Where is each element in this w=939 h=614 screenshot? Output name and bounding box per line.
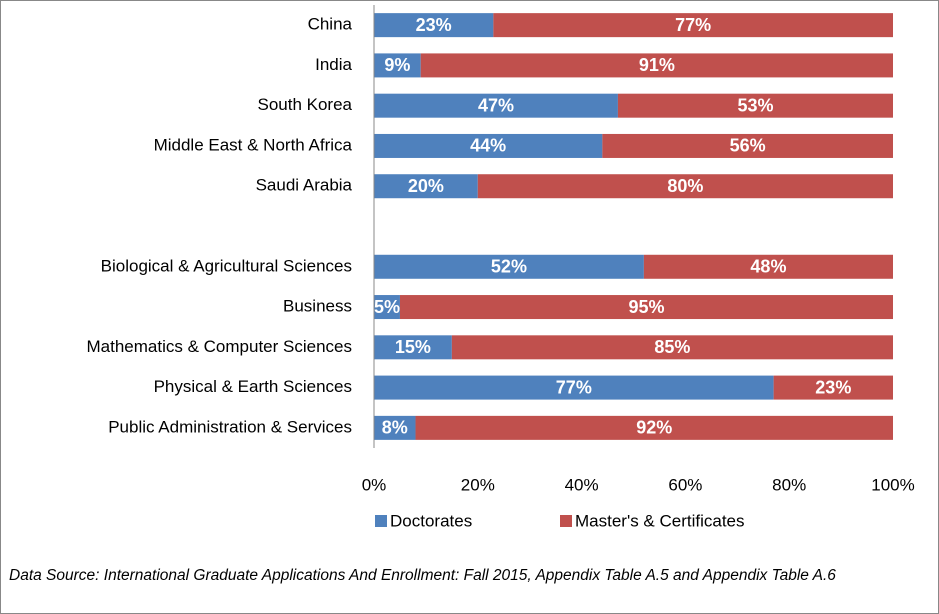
bar-segment xyxy=(374,174,478,199)
bar-segment xyxy=(451,335,893,360)
legend-swatch xyxy=(560,515,572,527)
data-label: 48% xyxy=(750,257,786,277)
bar-segment xyxy=(374,254,644,279)
data-label: 92% xyxy=(636,418,672,438)
data-label: 77% xyxy=(556,377,592,397)
bar-segment xyxy=(415,415,893,440)
data-label: 91% xyxy=(639,55,675,75)
data-label: 56% xyxy=(730,136,766,156)
x-tick-label: 40% xyxy=(565,475,599,494)
data-label: 85% xyxy=(654,337,690,357)
bar-segment xyxy=(374,295,400,320)
x-tick-label: 100% xyxy=(871,475,914,494)
bar-segment xyxy=(399,295,893,320)
bar-segment xyxy=(420,53,893,78)
y-tick-label: China xyxy=(308,15,353,34)
data-label: 95% xyxy=(628,297,664,317)
y-tick-label: Public Administration & Services xyxy=(108,417,352,436)
data-label: 23% xyxy=(416,15,452,35)
bar-segment xyxy=(374,93,618,118)
data-label: 53% xyxy=(737,95,773,115)
bar-segment xyxy=(374,335,452,360)
legend-label: Master's & Certificates xyxy=(575,511,745,530)
x-tick-label: 0% xyxy=(362,475,387,494)
bar-segment xyxy=(374,375,774,400)
data-label: 44% xyxy=(470,136,506,156)
data-label: 23% xyxy=(815,377,851,397)
data-label: 47% xyxy=(478,95,514,115)
data-label: 52% xyxy=(491,257,527,277)
y-tick-label: Physical & Earth Sciences xyxy=(154,377,352,396)
bar-segment xyxy=(617,93,893,118)
y-tick-label: Saudi Arabia xyxy=(256,176,353,195)
y-tick-label: Business xyxy=(283,297,352,316)
legend-swatch xyxy=(375,515,387,527)
data-label: 8% xyxy=(382,418,408,438)
y-tick-label: Biological & Agricultural Sciences xyxy=(101,256,352,275)
bar-segment xyxy=(374,133,603,158)
bar-segment xyxy=(643,254,893,279)
data-label: 80% xyxy=(667,176,703,196)
bar-segment xyxy=(374,13,494,38)
bar-segment xyxy=(493,13,893,38)
y-tick-label: South Korea xyxy=(257,95,352,114)
y-tick-label: Middle East & North Africa xyxy=(154,135,353,154)
data-label: 9% xyxy=(384,55,410,75)
bar-segment xyxy=(374,415,416,440)
x-tick-label: 20% xyxy=(461,475,495,494)
bar-segment xyxy=(477,174,893,199)
legend-label: Doctorates xyxy=(390,511,472,530)
data-label: 5% xyxy=(374,297,400,317)
data-label: 15% xyxy=(395,337,431,357)
data-label: 77% xyxy=(675,15,711,35)
x-tick-label: 80% xyxy=(772,475,806,494)
bar-segment xyxy=(602,133,893,158)
bar-segment xyxy=(374,53,421,78)
y-tick-label: India xyxy=(315,55,352,74)
source-note: Data Source: International Graduate Appl… xyxy=(9,567,836,584)
y-tick-label: Mathematics & Computer Sciences xyxy=(87,337,353,356)
x-tick-label: 60% xyxy=(668,475,702,494)
bar-segment xyxy=(773,375,893,400)
data-label: 20% xyxy=(408,176,444,196)
